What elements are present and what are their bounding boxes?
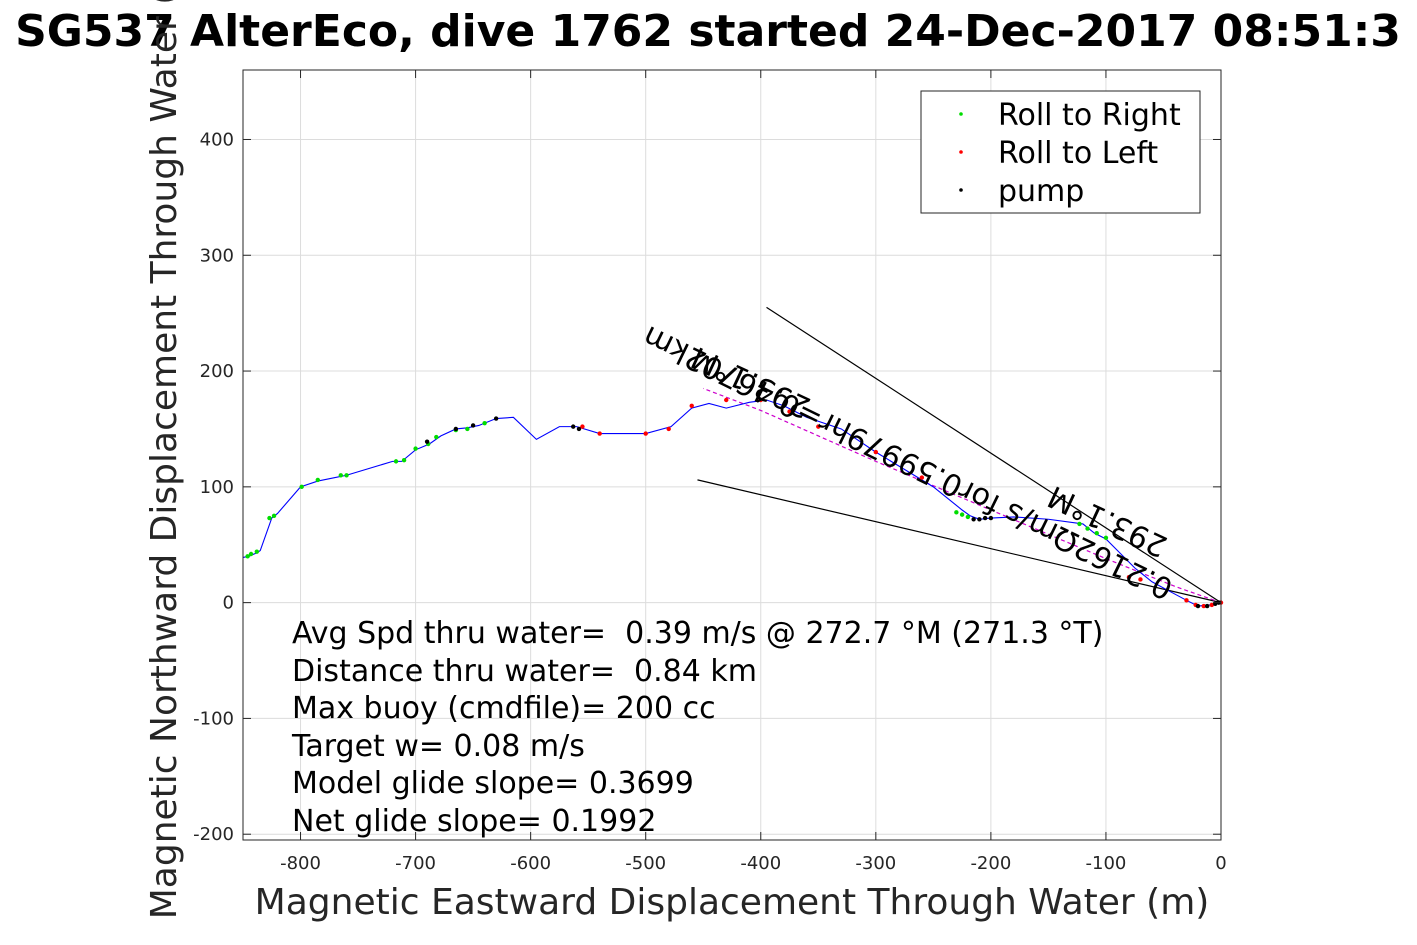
roll-right-point [271, 513, 277, 518]
roll-right-point [413, 446, 418, 451]
roll-right-point [482, 420, 487, 426]
roll-right-point [254, 549, 260, 554]
roll-left-point [643, 431, 648, 436]
legend-marker-pump [959, 188, 963, 192]
annotation-model-glide: Model glide slope= 0.3699 [292, 766, 694, 801]
legend-marker-roll-left [959, 150, 963, 154]
roll-left-point [1138, 577, 1143, 582]
y-tick-label: 400 [200, 129, 234, 150]
roll-left-point [816, 424, 821, 429]
roll-right-point [299, 484, 304, 490]
roll-right-point [1103, 535, 1109, 540]
pump-point [571, 424, 576, 429]
roll-left-point [724, 397, 729, 403]
pump-point [453, 426, 459, 432]
annotation-avg-speed: Avg Spd thru water= 0.39 m/s @ 272.7 °M … [292, 616, 1103, 651]
annotation-distance: Distance thru water= 0.84 km [292, 654, 757, 689]
roll-left-point [1184, 598, 1189, 603]
x-tick-label: -400 [740, 853, 781, 874]
y-tick-label: 0 [223, 593, 234, 614]
x-tick-label: -600 [510, 853, 551, 874]
roll-right-point [315, 477, 320, 483]
annotation-max-buoy: Max buoy (cmdfile)= 200 cc [292, 691, 716, 726]
roll-right-point [465, 426, 470, 432]
wedge-line [766, 306, 1222, 604]
wedge-line [697, 479, 1222, 604]
pump-point [424, 439, 430, 444]
roll-left-point [666, 426, 671, 432]
roll-right-point [954, 510, 959, 515]
pump-point [971, 517, 976, 522]
y-tick-label: 100 [200, 477, 234, 498]
roll-right-point [965, 514, 971, 520]
roll-left-point [787, 409, 792, 414]
magenta-track-line [703, 387, 1222, 604]
y-axis-label: Magnetic Northward Displacement Through … [144, 0, 185, 919]
x-axis-label: Magnetic Eastward Displacement Through W… [255, 882, 1210, 923]
y-tick-label: -100 [193, 708, 234, 729]
legend-label-roll-left: Roll to Left [998, 136, 1158, 171]
roll-right-point [1077, 521, 1082, 527]
stats-annotations: Avg Spd thru water= 0.39 m/s @ 272.7 °M … [291, 616, 1103, 839]
plot-frame [242, 69, 1222, 841]
roll-right-point [338, 473, 343, 478]
roll-right-point [401, 458, 407, 463]
pump-point [1204, 603, 1210, 609]
x-tick-label: -800 [280, 853, 321, 874]
y-tick-label: 200 [200, 361, 234, 382]
roll-left-point [580, 424, 585, 429]
magenta-track [703, 387, 1222, 604]
annotation-net-glide: Net glide slope= 0.1992 [292, 804, 656, 839]
roll-left-point [1201, 603, 1206, 609]
legend-box [920, 90, 1201, 214]
pump-point [1195, 603, 1201, 609]
roll-left-point [689, 403, 694, 408]
pump-point [977, 517, 982, 522]
x-tick-label: -500 [625, 853, 666, 874]
x-tick-label: -200 [970, 853, 1011, 874]
pump-point [576, 426, 582, 432]
roll-right-point [267, 515, 272, 521]
roll-right-point [248, 551, 254, 557]
legend: Roll to Right Roll to Left pump [920, 90, 1201, 214]
roll-right-point [1094, 530, 1099, 536]
annotation-target-w: Target w= 0.08 m/s [291, 729, 585, 764]
x-tick-label: 0 [1215, 853, 1226, 874]
legend-label-roll-right: Roll to Right [998, 98, 1181, 133]
roll-right-point [393, 459, 399, 464]
roll-right-point [1085, 526, 1090, 531]
legend-label-pump: pump [998, 174, 1084, 209]
x-axis-ticks: -800 -700 -600 -500 -400 -300 -200 -100 0 [280, 70, 1227, 874]
x-tick-label: -300 [855, 853, 896, 874]
pump-point [988, 515, 994, 521]
pump-point [470, 423, 476, 428]
chart-title: SG537 AlterEco, dive 1762 started 24-Dec… [15, 6, 1401, 57]
legend-marker-roll-right [959, 112, 963, 116]
roll-left-point [873, 449, 879, 455]
roll-right-point [434, 434, 439, 440]
roll-right-point [959, 512, 965, 517]
wedge-lines [697, 306, 1222, 604]
roll-left-point [597, 431, 602, 436]
y-tick-label: 300 [200, 245, 234, 266]
x-tick-label: -700 [395, 853, 436, 874]
roll-left-point [1209, 602, 1214, 608]
y-axis-ticks: -200 -100 0 100 200 300 400 [193, 129, 1221, 845]
pump-point [493, 416, 499, 421]
y-tick-label: -200 [193, 824, 234, 845]
roll-left-point [758, 397, 763, 403]
roll-right-point [344, 473, 349, 478]
pump-point [982, 515, 988, 521]
roll-left-point [919, 475, 925, 480]
roll-left-point [1126, 574, 1132, 580]
roll-right-point [245, 554, 250, 559]
x-tick-label: -100 [1086, 853, 1127, 874]
